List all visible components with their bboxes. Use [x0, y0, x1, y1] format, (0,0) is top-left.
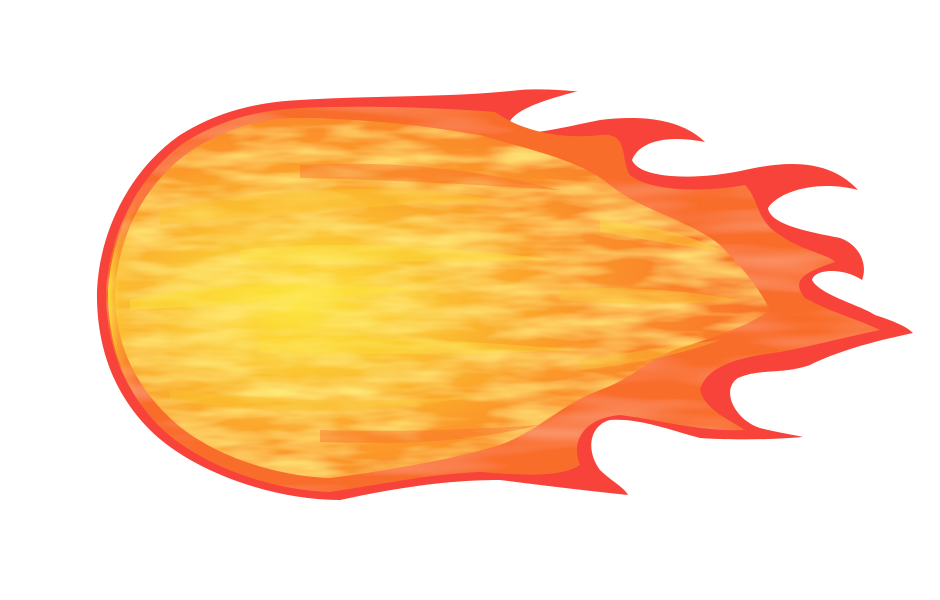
flame-streaks [130, 163, 740, 444]
leading-edge-glow [108, 148, 205, 458]
